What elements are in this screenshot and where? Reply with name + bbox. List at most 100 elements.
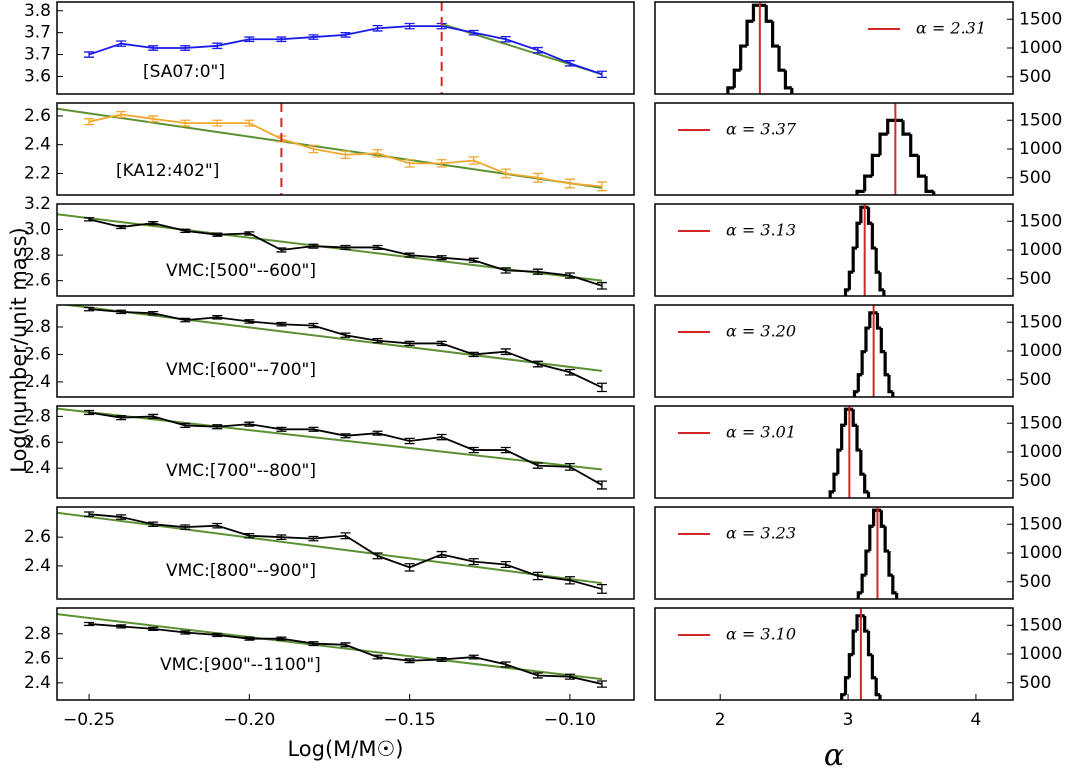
- y-tick-label: 500: [1019, 67, 1051, 87]
- error-bar: [532, 172, 543, 183]
- histogram-bin: [878, 694, 882, 700]
- error-bar: [372, 337, 383, 344]
- error-bar: [532, 672, 543, 679]
- y-tick-label: 1500: [1019, 615, 1062, 635]
- panel: [57, 613, 607, 688]
- error-bar: [340, 433, 351, 439]
- y-tick-label: 1000: [1019, 341, 1062, 361]
- histogram-bin: [887, 374, 893, 394]
- y-tick-label: 2.4: [24, 458, 51, 478]
- error-bar: [340, 532, 351, 540]
- panel-frame: [56, 506, 635, 600]
- error-bar: [116, 415, 127, 421]
- error-bar: [308, 243, 319, 249]
- legend-label: α = 3.20: [726, 322, 796, 341]
- error-bar: [276, 426, 287, 432]
- histogram-bin: [924, 176, 934, 193]
- histogram-bin: [932, 191, 936, 195]
- y-tick-label: 3.7: [24, 23, 51, 43]
- histogram-bin: [811, 105, 817, 134]
- y-tick-label: 3.7: [24, 45, 51, 65]
- histogram-bin: [875, 312, 882, 330]
- histogram-bin: [847, 653, 854, 678]
- histogram-bin: [847, 610, 851, 611]
- error-bar: [276, 636, 287, 641]
- histogram-bin: [901, 120, 911, 136]
- error-bar: [244, 636, 255, 641]
- histogram-bin: [870, 654, 877, 680]
- panel: [852, 305, 895, 397]
- y-tick-label: 500: [1019, 471, 1051, 491]
- error-bar: [212, 632, 223, 638]
- error-bar: [180, 317, 191, 323]
- error-bar: [180, 524, 191, 530]
- y-tick-label: 2.6: [24, 344, 51, 364]
- error-bar: [372, 149, 383, 158]
- error-bar: [212, 424, 223, 430]
- error-bar: [532, 360, 543, 368]
- panel: [847, 507, 899, 611]
- error-bar: [564, 60, 575, 67]
- histogram-bin: [863, 174, 873, 192]
- error-bar: [212, 522, 223, 529]
- error-bar: [84, 51, 95, 58]
- error-bar: [148, 220, 159, 226]
- histogram-bin: [826, 502, 830, 507]
- histogram-bin: [870, 223, 877, 250]
- histogram-bin: [882, 289, 886, 296]
- y-tick-label: 1500: [1019, 312, 1062, 332]
- y-tick-label: 2.2: [24, 163, 51, 183]
- x-tick-label: −0.20: [223, 710, 275, 730]
- error-bar: [596, 680, 607, 688]
- histogram-bin: [895, 592, 899, 599]
- y-tick-label: 1500: [1019, 9, 1062, 29]
- histogram-bin: [851, 246, 858, 273]
- y-tick-label: 3.8: [24, 1, 51, 21]
- histogram-bin: [859, 205, 865, 224]
- error-bar: [372, 552, 383, 560]
- histogram-bin: [856, 373, 863, 392]
- y-tick-label: 500: [1019, 572, 1051, 592]
- panel: [840, 608, 882, 700]
- error-bar: [116, 309, 127, 315]
- error-bar: [500, 560, 511, 569]
- y-tick-label: 1000: [1019, 644, 1062, 664]
- histogram-bin: [834, 307, 838, 308]
- error-bar: [308, 322, 319, 329]
- panel-label: VMC:[900"--1100"]: [160, 655, 321, 675]
- panel-frame: [654, 506, 1014, 600]
- panel-label: VMC:[800"--900"]: [166, 561, 316, 581]
- y-tick-label: 1000: [1019, 240, 1062, 260]
- error-bar: [500, 168, 511, 179]
- error-bar: [436, 657, 447, 663]
- error-bar: [564, 576, 575, 585]
- histogram-bin: [815, 509, 819, 538]
- histogram-bin: [879, 510, 886, 528]
- histogram-bin: [830, 307, 834, 336]
- error-bar: [372, 25, 383, 32]
- histogram-bin: [883, 351, 889, 377]
- y-tick-label: 1000: [1019, 442, 1062, 462]
- error-bar: [212, 232, 223, 237]
- error-bar: [404, 22, 415, 30]
- y-tick-label: 3.2: [24, 194, 51, 214]
- x-axis-label: α: [824, 738, 844, 771]
- y-tick-label: 1500: [1019, 413, 1062, 433]
- error-bar: [212, 119, 223, 127]
- histogram-bin: [909, 134, 919, 157]
- panel: [855, 103, 936, 195]
- x-tick-label: 3: [843, 710, 854, 730]
- error-bar: [468, 351, 479, 358]
- error-bar: [84, 409, 95, 416]
- histogram-bin: [855, 425, 861, 452]
- error-bar: [596, 181, 607, 192]
- histogram-bin: [864, 326, 870, 352]
- histogram-bin: [843, 288, 850, 296]
- panel: [726, 2, 817, 134]
- histogram-bin: [726, 86, 735, 94]
- error-bar: [436, 340, 447, 347]
- panel-frame: [56, 607, 635, 701]
- y-tick-label: 1000: [1019, 139, 1062, 159]
- error-bar: [148, 115, 159, 123]
- histogram-bin: [866, 207, 873, 225]
